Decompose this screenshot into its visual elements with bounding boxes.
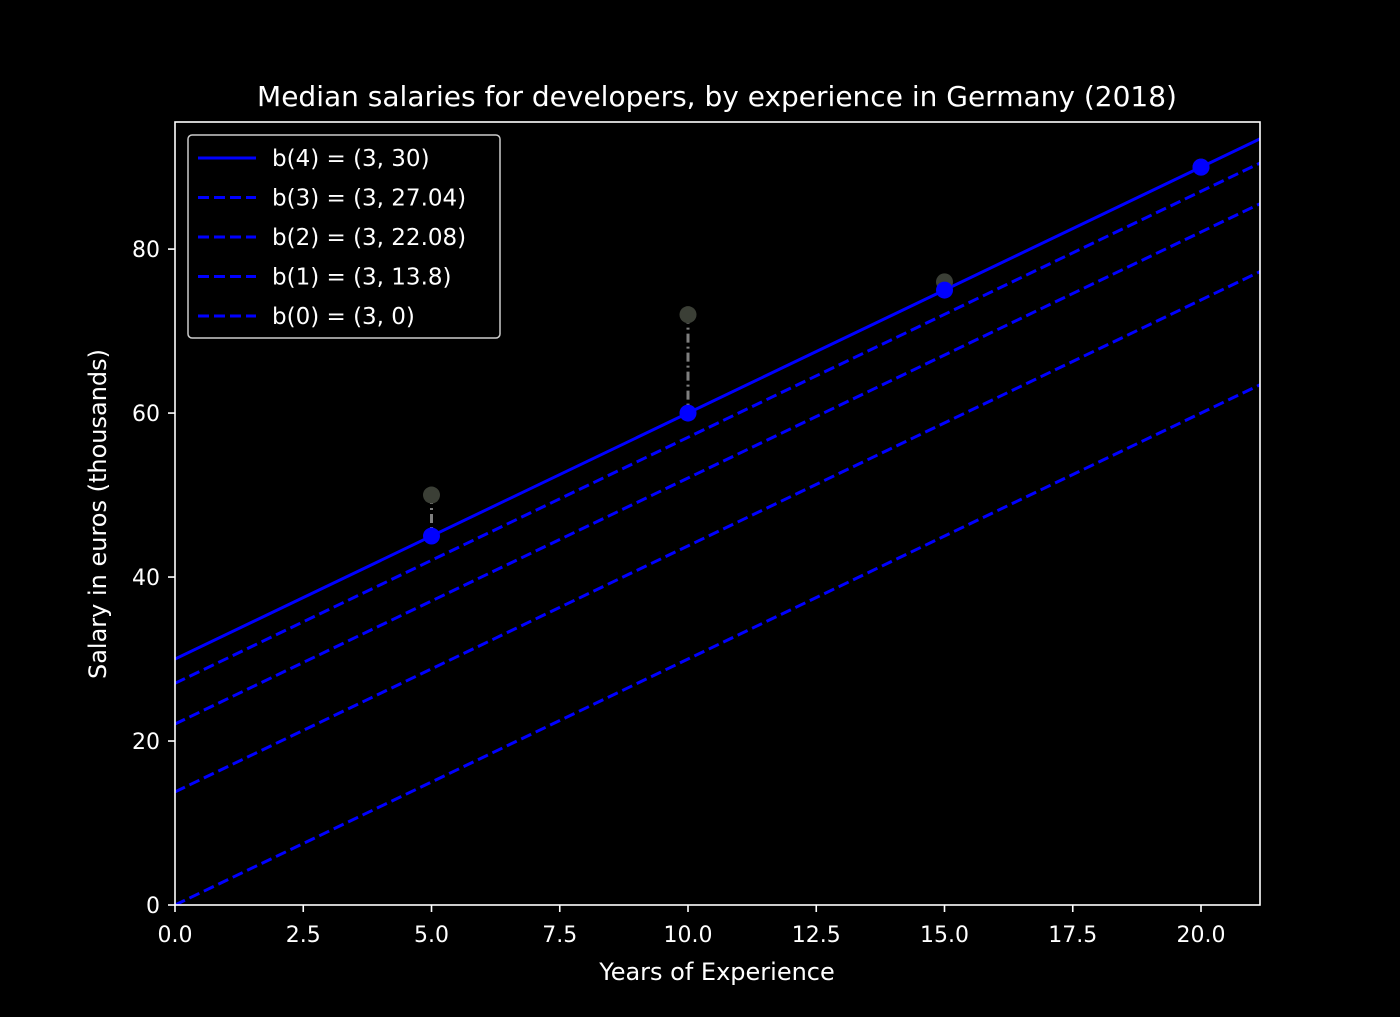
x-tick-label-6: 15.0 <box>920 923 969 948</box>
x-tick-label-0: 0.0 <box>158 923 193 948</box>
predicted-point-1 <box>679 404 697 422</box>
y-tick-label-0: 0 <box>146 894 160 919</box>
y-tick-label-2: 40 <box>132 566 160 591</box>
predicted-point-2 <box>936 281 954 299</box>
x-tick-label-4: 10.0 <box>664 923 713 948</box>
predicted-point-3 <box>1192 158 1210 176</box>
y-tick-label-4: 80 <box>132 238 160 263</box>
series-line-2 <box>175 202 1260 726</box>
series-line-3 <box>175 270 1260 794</box>
y-tick-label-1: 20 <box>132 730 160 755</box>
legend-label-3: b(1) = (3, 13.8) <box>272 265 452 291</box>
chart-title: Median salaries for developers, by exper… <box>257 80 1177 113</box>
series-line-1 <box>175 161 1260 685</box>
axes: 0.0 2.5 5.0 7.5 10.0 12.5 15.0 17.5 20.0 0 20 40 60 8… <box>132 121 1261 948</box>
legend-box <box>187 134 501 339</box>
observed-point-1 <box>679 306 697 324</box>
legend-label-2: b(2) = (3, 22.08) <box>272 225 466 251</box>
x-axis-label: Years of Experience <box>598 958 835 986</box>
observed-point-0 <box>423 486 441 504</box>
axes-frame <box>174 121 1261 906</box>
x-tick-label-2: 5.0 <box>414 923 449 948</box>
predicted-point-0 <box>423 527 441 545</box>
legend-label-4: b(0) = (3, 0) <box>272 304 415 330</box>
x-tick-label-5: 12.5 <box>792 923 841 948</box>
y-tick-label-3: 60 <box>132 402 160 427</box>
x-tick-label-3: 7.5 <box>542 923 577 948</box>
legend: b(4) = (3, 30) b(3) = (3, 27.04) b(2) = (3… <box>187 134 501 339</box>
y-axis-label: Salary in euros (thousands) <box>84 349 112 679</box>
plot-area <box>175 137 1260 905</box>
series-line-4 <box>175 383 1260 905</box>
x-tick-label-7: 17.5 <box>1048 923 1097 948</box>
x-tick-label-1: 2.5 <box>286 923 321 948</box>
series-line-0 <box>175 137 1260 661</box>
x-tick-label-8: 20.0 <box>1177 923 1226 948</box>
legend-label-0: b(4) = (3, 30) <box>272 146 430 172</box>
legend-label-1: b(3) = (3, 27.04) <box>272 186 466 212</box>
